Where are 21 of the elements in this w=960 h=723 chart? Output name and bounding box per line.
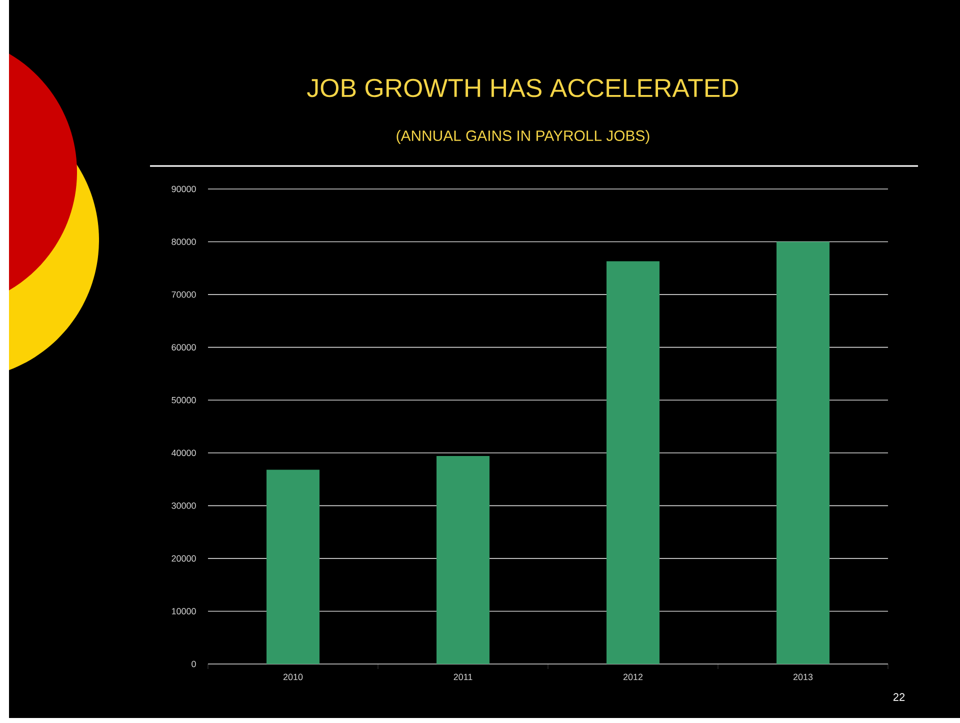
y-tick-label: 90000 [172, 186, 196, 192]
bar [436, 456, 490, 664]
bar [606, 261, 660, 664]
y-tick-label: 10000 [172, 608, 196, 614]
x-tick-label: 2010 [283, 674, 303, 680]
x-tick-label: 2012 [623, 674, 643, 680]
x-tick-label: 2013 [793, 674, 813, 680]
x-tick-label: 2011 [454, 674, 472, 680]
chart-subtitle: (ANNUAL GAINS IN PAYROLL JOBS) [396, 130, 650, 144]
chart-title: JOB GROWTH HAS ACCELERATED [307, 78, 738, 98]
bar [266, 470, 320, 664]
bar [776, 242, 830, 664]
y-tick-label: 70000 [172, 291, 196, 298]
y-tick-label: 40000 [172, 450, 196, 456]
y-tick-label: 20000 [172, 555, 196, 562]
y-tick-label: 80000 [172, 238, 196, 245]
y-tick-label: 0 [192, 660, 196, 668]
text: 22 [893, 693, 905, 701]
y-tick-label: 50000 [172, 396, 196, 404]
y-tick-label: 30000 [172, 502, 196, 509]
y-tick-label: 60000 [172, 344, 196, 351]
